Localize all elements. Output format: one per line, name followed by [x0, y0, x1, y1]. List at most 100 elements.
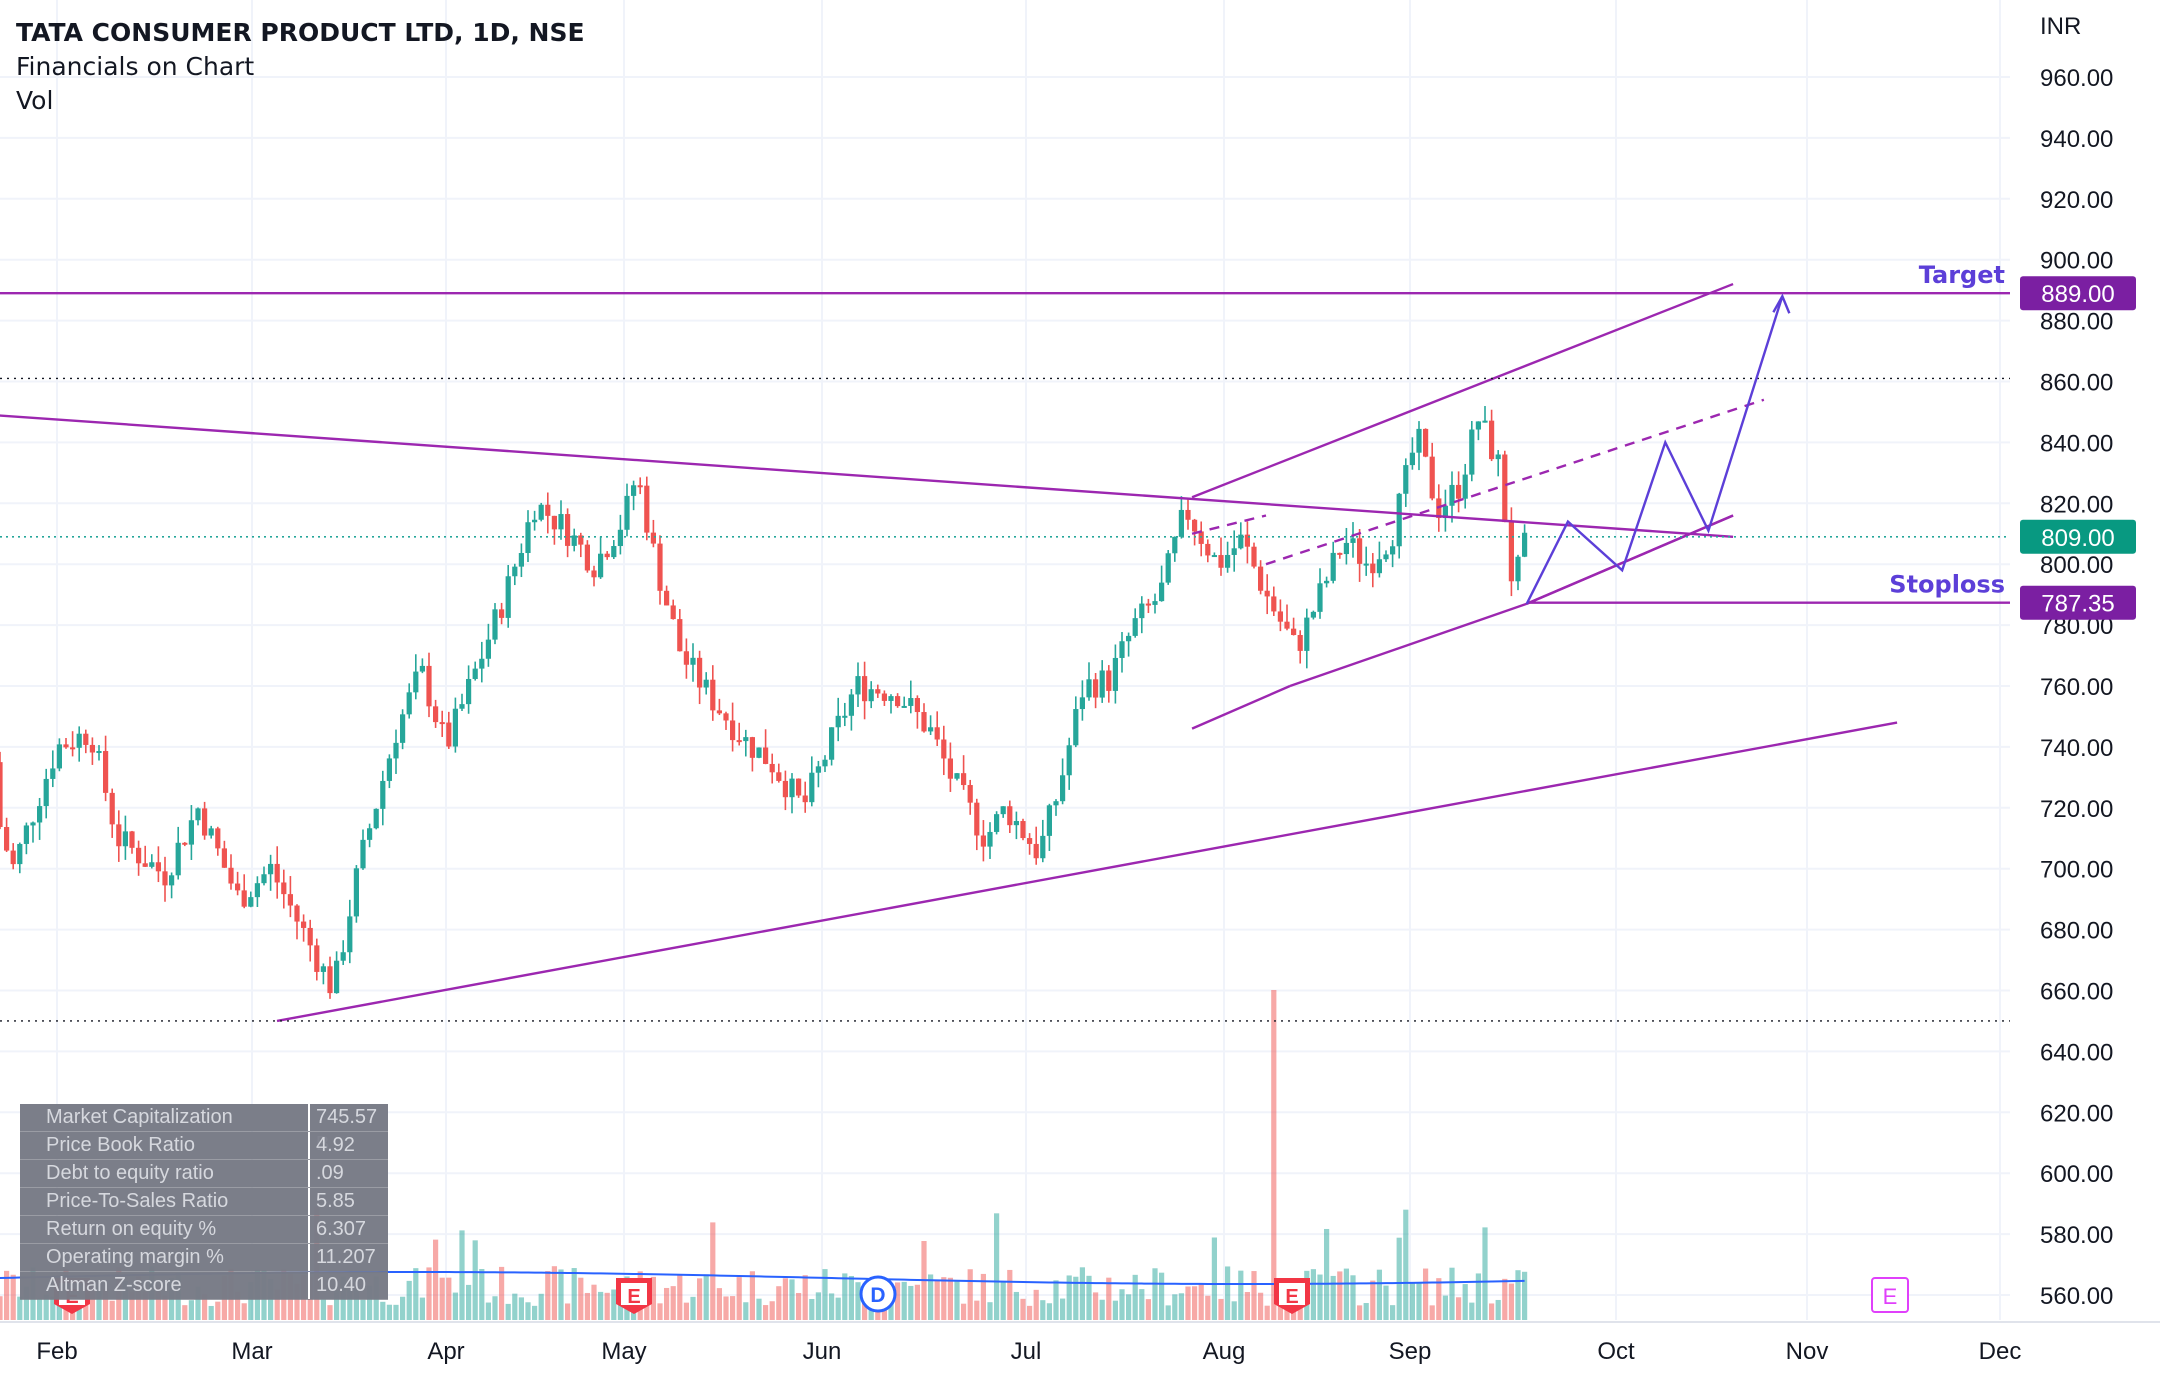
financials-row: Debt to equity ratio .09	[20, 1160, 388, 1187]
price-tick-label: 700.00	[2040, 857, 2113, 884]
candle-body	[591, 570, 597, 578]
price-tick-label: 960.00	[2040, 65, 2113, 92]
candle-body	[433, 706, 439, 723]
volume-bar	[545, 1271, 551, 1320]
volume-bar	[710, 1222, 716, 1320]
candle-body	[188, 820, 194, 845]
volume-bar	[485, 1302, 491, 1320]
current-price-label-bg	[2020, 519, 2136, 554]
price-tick-label: 580.00	[2040, 1222, 2113, 1249]
volume-bar	[1330, 1275, 1336, 1320]
volume-bar	[1165, 1305, 1171, 1320]
candle-body	[690, 657, 696, 665]
candle-body	[485, 639, 491, 659]
candle-body	[1093, 679, 1099, 698]
volume-bar	[565, 1303, 571, 1320]
candle-body	[1020, 821, 1026, 839]
volume-bar	[697, 1278, 703, 1320]
candle-body	[1337, 552, 1343, 555]
candle-body	[1396, 493, 1402, 547]
volume-bar	[1251, 1271, 1257, 1320]
volume-bar	[584, 1292, 590, 1320]
price-tick-label: 940.00	[2040, 126, 2113, 153]
candle-body	[789, 778, 795, 798]
candle-body	[855, 676, 861, 695]
volume-bar	[103, 1288, 109, 1320]
candle-body	[1198, 531, 1204, 544]
chart-title: TATA CONSUMER PRODUCT LTD, 1D, NSE	[16, 18, 585, 47]
volume-bar	[83, 1302, 89, 1320]
indicator-financials-label[interactable]: Financials on Chart	[16, 52, 255, 81]
volume-bar	[1317, 1274, 1323, 1320]
volume-bar	[1066, 1275, 1072, 1320]
volume-bar	[492, 1296, 498, 1320]
candle-body	[809, 772, 815, 803]
price-tick-label: 800.00	[2040, 552, 2113, 579]
volume-bar	[155, 1287, 161, 1320]
candle-body	[1508, 522, 1514, 582]
candle-body	[776, 772, 782, 781]
candle-body	[17, 843, 23, 865]
volume-bar	[1390, 1305, 1396, 1320]
candle-body	[1086, 679, 1092, 698]
volume-bar	[855, 1282, 861, 1320]
candle-body	[604, 553, 610, 558]
volume-bar	[188, 1300, 194, 1320]
candle-body	[1119, 641, 1125, 658]
volume-bar	[723, 1296, 729, 1320]
candle-body	[235, 883, 241, 891]
volume-bar	[347, 1290, 353, 1320]
volume-bar	[505, 1303, 511, 1320]
candle-body	[10, 850, 16, 865]
candle-body	[43, 778, 49, 807]
candle-body	[1291, 628, 1297, 636]
volume-bar	[518, 1297, 524, 1320]
candle-body	[169, 875, 175, 886]
candle-body	[1258, 566, 1264, 591]
volume-bar	[914, 1284, 920, 1320]
target-price-label: 889.00	[2041, 281, 2114, 308]
candle-body	[83, 733, 89, 745]
candle-body	[1515, 556, 1521, 582]
candle-body	[565, 514, 571, 546]
candle-body	[1244, 534, 1250, 547]
candle-body	[578, 535, 584, 545]
candle-body	[155, 862, 161, 872]
volume-bar	[604, 1292, 610, 1320]
financials-row: Altman Z-score 10.40	[20, 1272, 388, 1299]
candle-body	[1522, 532, 1528, 557]
financials-label: Altman Z-score	[20, 1272, 310, 1299]
volume-bar	[1218, 1298, 1224, 1320]
candle-body	[914, 698, 920, 713]
candle-body	[136, 847, 142, 864]
price-axis[interactable]: 560.00 580.00 600.00 620.00 640.00 660.00 680.…	[2040, 13, 2113, 1310]
candle-body	[1007, 806, 1013, 826]
candle-body	[1139, 603, 1145, 619]
volume-bar	[1040, 1300, 1046, 1320]
candle-body	[670, 605, 676, 620]
financials-value: 6.307	[310, 1216, 388, 1243]
candle-body	[1403, 465, 1409, 494]
volume-bar	[1462, 1284, 1468, 1320]
candle-body	[961, 773, 967, 786]
target-text: Target	[1919, 261, 2005, 289]
volume-bar	[472, 1240, 478, 1320]
dividend-icon: D	[859, 1275, 897, 1313]
time-axis[interactable]: Feb Mar Apr May Jun Jul Aug Sep Oct Nov Dec	[0, 1321, 2160, 1365]
candle-body	[248, 897, 254, 907]
candle-body	[1277, 611, 1283, 622]
candle-body	[413, 671, 419, 693]
volume-bar	[1013, 1291, 1019, 1320]
candle-body	[1502, 454, 1508, 523]
candle-body	[367, 828, 373, 840]
indicator-volume-label[interactable]: Vol	[16, 86, 54, 115]
volume-bar	[1337, 1271, 1343, 1320]
volume-bar	[182, 1305, 188, 1320]
candle-body	[716, 710, 722, 714]
volume-bar	[551, 1266, 557, 1320]
volume-bar	[848, 1275, 854, 1320]
earnings-icon-inner	[1279, 1283, 1305, 1305]
volume-bar	[1000, 1281, 1006, 1320]
